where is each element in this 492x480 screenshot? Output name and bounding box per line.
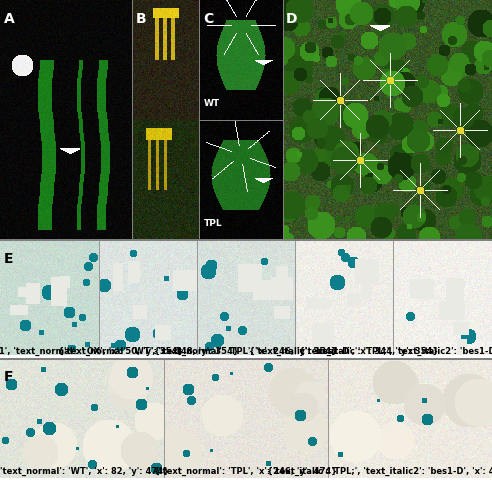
Text: {'text_italic': 'bes1-D', 'x': 344, 'y': 354}: {'text_italic': 'bes1-D', 'x': 344, 'y':… — [249, 347, 439, 356]
Text: {'text_italic': 'TPL;', 'text_italic2': 'bes1-D', 'x': 410, 'y': 474}: {'text_italic': 'TPL;', 'text_italic2': … — [267, 467, 492, 476]
Text: WT: WT — [204, 99, 220, 108]
Text: TPL: TPL — [204, 219, 222, 228]
Text: {'text_italic': 'tpl-1', 'text_normal': ' OX', 'x': 50, 'y': 354}: {'text_italic': 'tpl-1', 'text_normal': … — [0, 347, 183, 356]
Text: {'text_normal': 'WT', 'x': 82, 'y': 474}: {'text_normal': 'WT', 'x': 82, 'y': 474} — [0, 467, 170, 476]
Text: B: B — [136, 12, 147, 26]
Text: A: A — [4, 12, 15, 26]
Text: C: C — [203, 12, 213, 26]
Text: E: E — [4, 252, 13, 266]
Text: F: F — [4, 370, 13, 384]
Text: {'text_normal': 'WT', 'x': 148, 'y': 354}: {'text_normal': 'WT', 'x': 148, 'y': 354… — [58, 347, 239, 356]
Text: {'text_normal': 'TPL', 'x': 246, 'y': 474}: {'text_normal': 'TPL', 'x': 246, 'y': 47… — [154, 467, 338, 476]
Text: {'text_italic': 'TPL;', 'text_italic2': 'bes1-D', 'x': 440, 'y': 354}: {'text_italic': 'TPL;', 'text_italic2': … — [299, 347, 492, 356]
Text: D: D — [286, 12, 298, 26]
Text: {'text_normal': 'TPL', 'x': 246, 'y': 354}: {'text_normal': 'TPL', 'x': 246, 'y': 35… — [154, 347, 338, 356]
